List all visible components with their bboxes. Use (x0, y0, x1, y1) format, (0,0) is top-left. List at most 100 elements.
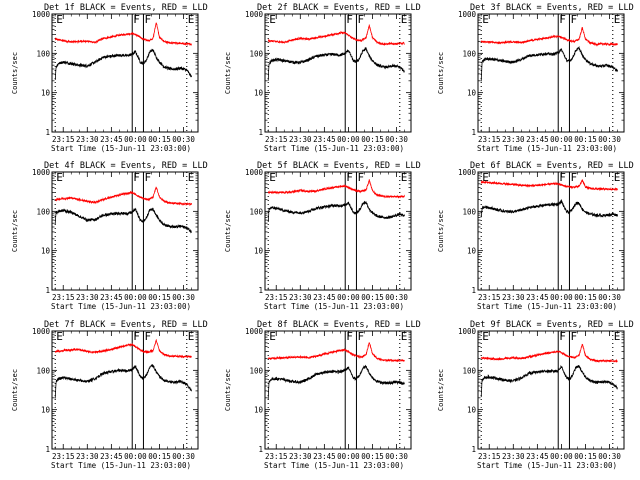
marker-label-F: F (357, 13, 364, 26)
x-tick-label: 23:30 (502, 135, 525, 144)
y-tick-label: 1000 (458, 168, 477, 177)
plot-frame (264, 330, 412, 450)
y-tick-label: 1 (258, 286, 263, 295)
x-tick-label: 00:00 (550, 135, 573, 144)
x-axis-label: Start Time (15-Jun-11 23:03:00) (51, 302, 191, 311)
x-tick-label: 00:30 (598, 293, 621, 302)
y-tick-label: 10 (254, 406, 264, 415)
x-axis-label: Start Time (15-Jun-11 23:03:00) (51, 144, 191, 153)
x-axis-label: Start Time (15-Jun-11 23:03:00) (264, 461, 404, 470)
plot-frame (51, 13, 199, 133)
lld-series (267, 24, 405, 46)
lld-series (480, 27, 618, 47)
x-tick-label: 00:00 (550, 293, 573, 302)
x-tick-label: 23:30 (502, 452, 525, 461)
panel-det-5f: Det 5f BLACK = Events, RED = LLD 1 10 100 10… (224, 161, 421, 311)
x-tick-label: 23:45 (313, 293, 336, 302)
x-tick-label: 23:15 (52, 135, 75, 144)
marker-label-F: F (357, 171, 364, 184)
marker-label-F: F (357, 330, 364, 343)
marker-label-E: E (401, 13, 408, 26)
x-tick-label: 00:00 (337, 135, 360, 144)
marker-label-F: F (144, 171, 151, 184)
x-tick-label: 00:30 (385, 452, 408, 461)
y-tick-label: 10 (41, 89, 51, 98)
y-tick-label: 1 (45, 128, 50, 137)
x-tick-label: 00:15 (148, 452, 171, 461)
y-tick-label: 1000 (32, 327, 51, 336)
plot-frame (477, 13, 625, 133)
x-tick-label: 23:15 (265, 452, 288, 461)
y-tick-label: 10 (467, 89, 477, 98)
marker-label-F: F (133, 171, 140, 184)
x-axis-label: Start Time (15-Jun-11 23:03:00) (477, 461, 617, 470)
marker-label-F: F (570, 13, 577, 26)
events-series (267, 364, 405, 400)
marker-label-F: F (346, 330, 353, 343)
y-tick-label: 1000 (458, 327, 477, 336)
y-tick-label: 1000 (32, 10, 51, 19)
x-tick-label: 23:15 (265, 135, 288, 144)
x-tick-label: 23:45 (313, 135, 336, 144)
panel-det-2f: Det 2f BLACK = Events, RED = LLD 1 10 100 10… (224, 3, 421, 153)
x-axis-label: Start Time (15-Jun-11 23:03:00) (477, 144, 617, 153)
plot-frame (51, 330, 199, 450)
x-tick-label: 23:45 (526, 452, 549, 461)
panel-title: Det 3f BLACK = Events, RED = LLD (470, 3, 634, 13)
marker-label-F: F (133, 13, 140, 26)
marker-label-F: F (144, 330, 151, 343)
x-tick-label: 00:15 (574, 135, 597, 144)
y-tick-label: 100 (249, 366, 263, 375)
x-tick-label: 00:30 (385, 135, 408, 144)
marker-label-E: E (269, 171, 276, 184)
y-tick-label: 1 (258, 128, 263, 137)
y-tick-label: 100 (249, 49, 263, 58)
panel-det-8f: Det 8f BLACK = Events, RED = LLD 1 10 100 10… (224, 320, 421, 470)
plot-frame (477, 171, 625, 291)
panel-title: Det 9f BLACK = Events, RED = LLD (470, 320, 634, 330)
y-tick-label: 10 (41, 247, 51, 256)
lld-series (54, 186, 192, 207)
marker-label-F: F (346, 13, 353, 26)
marker-label-E: E (188, 330, 195, 343)
y-tick-label: 1 (258, 445, 263, 454)
marker-label-E: E (614, 330, 621, 343)
y-tick-label: 1000 (245, 327, 264, 336)
marker-label-F: F (559, 330, 566, 343)
x-tick-label: 00:30 (172, 452, 195, 461)
marker-label-E: E (614, 13, 621, 26)
panel-title: Det 1f BLACK = Events, RED = LLD (44, 3, 208, 13)
x-tick-label: 23:30 (76, 293, 99, 302)
y-axis-label: Counts/sec (11, 210, 19, 252)
x-tick-label: 23:15 (478, 452, 501, 461)
y-tick-label: 1 (471, 128, 476, 137)
y-axis-label: Counts/sec (437, 52, 445, 94)
x-tick-label: 23:45 (100, 452, 123, 461)
x-tick-label: 23:30 (502, 293, 525, 302)
x-tick-label: 00:15 (148, 135, 171, 144)
y-axis-label: Counts/sec (224, 369, 232, 411)
x-tick-label: 00:00 (337, 293, 360, 302)
x-tick-label: 00:30 (598, 452, 621, 461)
plot-frame (51, 171, 199, 291)
marker-label-F: F (144, 13, 151, 26)
marker-label-E: E (56, 171, 63, 184)
y-tick-label: 100 (36, 207, 50, 216)
y-axis-label: Counts/sec (11, 52, 19, 94)
x-axis-label: Start Time (15-Jun-11 23:03:00) (264, 302, 404, 311)
x-axis-label: Start Time (15-Jun-11 23:03:00) (477, 302, 617, 311)
panel-title: Det 6f BLACK = Events, RED = LLD (470, 161, 634, 171)
y-tick-label: 10 (254, 89, 264, 98)
x-tick-label: 00:30 (172, 135, 195, 144)
marker-label-E: E (482, 171, 489, 184)
x-tick-label: 00:15 (361, 452, 384, 461)
marker-label-E: E (614, 171, 621, 184)
plot-frame (264, 13, 412, 133)
lld-series (54, 338, 192, 359)
x-tick-label: 23:30 (289, 135, 312, 144)
y-tick-label: 1000 (245, 168, 264, 177)
x-tick-label: 00:00 (124, 452, 147, 461)
y-tick-label: 10 (467, 247, 477, 256)
marker-label-E: E (56, 330, 63, 343)
plot-frame (477, 330, 625, 450)
